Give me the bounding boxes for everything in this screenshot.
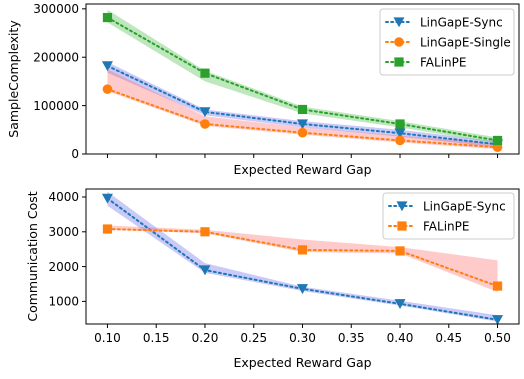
legend-label-lingape-sync: LinGapE-Sync (420, 15, 503, 29)
y-axis-label: Communication Cost (25, 191, 40, 321)
data-point-falinpe (102, 224, 113, 234)
data-point-falinpe (297, 104, 308, 115)
data-point-lingape-sync (199, 107, 211, 118)
data-point-lingape-sync (101, 61, 113, 72)
x-tick-label: 0.50 (484, 331, 511, 345)
legend-label-falinpe: FALinPE (423, 219, 469, 233)
legend-marker-lingape-sync (396, 201, 408, 212)
y-tick-label: 100000 (33, 99, 79, 113)
data-point-lingape-single (395, 135, 405, 146)
x-tick-label: 0.15 (143, 331, 170, 345)
data-point-falinpe (492, 135, 503, 146)
x-axis-label: Expected Reward Gap (233, 355, 371, 370)
y-tick-label: 4000 (48, 190, 79, 204)
y-tick-label: 2000 (48, 260, 79, 274)
data-point-lingape-sync (394, 299, 406, 310)
x-tick-label: 0.10 (94, 331, 121, 345)
series-line-lingape-single (106, 88, 499, 149)
series-line-falinpe (106, 16, 499, 142)
legend-marker-lingape-sync (393, 17, 405, 28)
x-tick-label: 0.20 (192, 331, 219, 345)
data-point-lingape-single (102, 84, 113, 94)
data-point-lingape-sync (394, 128, 406, 139)
y-axis-label: SampleComplexity (6, 20, 21, 138)
y-tick-label: 1000 (48, 295, 79, 309)
y-tick-label: 0 (71, 147, 79, 161)
data-point-falinpe (200, 227, 210, 237)
data-point-falinpe (492, 281, 503, 291)
band-lingape-sync (107, 62, 498, 148)
legend-label-lingape-single: LinGapE-Single (420, 35, 511, 49)
sample-complexity-panel: 0 100000 200000 300000 Expected Reward Gap Sa… (6, 2, 520, 177)
data-point-falinpe (395, 119, 405, 129)
data-point-lingape-single (200, 119, 210, 129)
data-point-falinpe (102, 12, 113, 23)
data-point-falinpe (200, 68, 210, 78)
series-line-lingape-sync (106, 64, 499, 146)
data-point-lingape-sync (297, 119, 308, 130)
legend-label-falinpe: FALinPE (420, 55, 466, 69)
x-tick-label: 0.30 (289, 331, 316, 345)
legend-marker-falinpe (397, 221, 407, 231)
data-point-falinpe (395, 246, 405, 256)
data-point-falinpe (297, 245, 308, 255)
y-tick-label: 300000 (33, 2, 79, 16)
communication-cost-panel: 1000 2000 3000 4000 0.10 0.15 0.20 0.25 0.30 0.35… (25, 188, 520, 370)
legend: LinGapE-Sync FALinPE (382, 192, 515, 240)
data-point-lingape-sync (101, 193, 113, 204)
x-tick-label: 0.35 (338, 331, 365, 345)
legend-box (382, 192, 515, 240)
x-tick-label: 0.40 (387, 331, 414, 345)
data-point-lingape-sync (492, 315, 504, 326)
data-point-lingape-single (297, 127, 308, 138)
y-tick-label: 200000 (33, 50, 79, 64)
data-point-lingape-sync (199, 265, 211, 276)
legend: LinGapE-Sync LinGapE-Single FALinPE (379, 8, 515, 76)
x-tick-label: 0.25 (240, 331, 267, 345)
x-axis-label: Expected Reward Gap (233, 162, 371, 177)
legend-marker-falinpe (394, 57, 404, 67)
legend-marker-lingape-single (394, 37, 404, 47)
data-point-lingape-sync (297, 284, 308, 295)
band-lingape-sync (107, 191, 498, 322)
legend-label-lingape-sync: LinGapE-Sync (423, 199, 506, 213)
x-tick-label: 0.45 (435, 331, 462, 345)
band-falinpe (107, 225, 498, 292)
legend-box (379, 8, 515, 76)
y-tick-label: 3000 (48, 225, 79, 239)
